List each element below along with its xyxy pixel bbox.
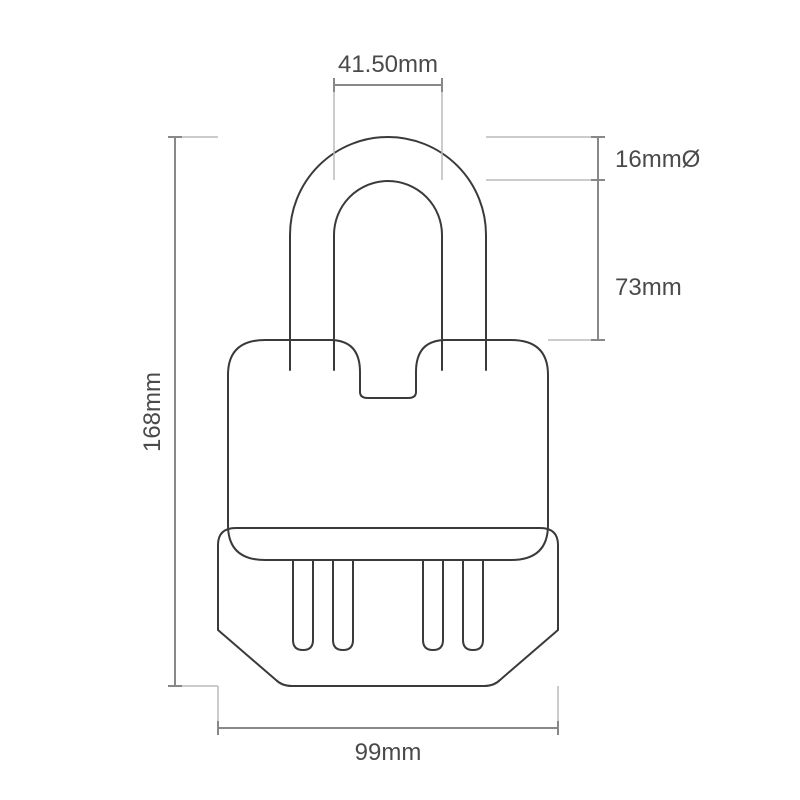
label-shackle-width: 41.50mm bbox=[338, 51, 438, 78]
dim-body-width: 99mm bbox=[218, 686, 558, 766]
label-total-height: 168mm bbox=[139, 372, 166, 452]
dim-total-height: 168mm bbox=[139, 137, 218, 686]
label-shackle-diameter: 16mmØ bbox=[615, 146, 700, 173]
label-shackle-clearance: 73mm bbox=[615, 274, 682, 301]
dim-shackle-clearance: 73mm bbox=[548, 180, 682, 340]
label-body-width: 99mm bbox=[355, 739, 422, 766]
dim-shackle-diameter: 16mmØ bbox=[486, 137, 700, 180]
padlock-diagram: 168mm 99mm 41.50mm 16mmØ 73mm bbox=[0, 0, 800, 800]
dim-shackle-width: 41.50mm bbox=[334, 51, 442, 180]
padlock-icon bbox=[218, 137, 558, 686]
